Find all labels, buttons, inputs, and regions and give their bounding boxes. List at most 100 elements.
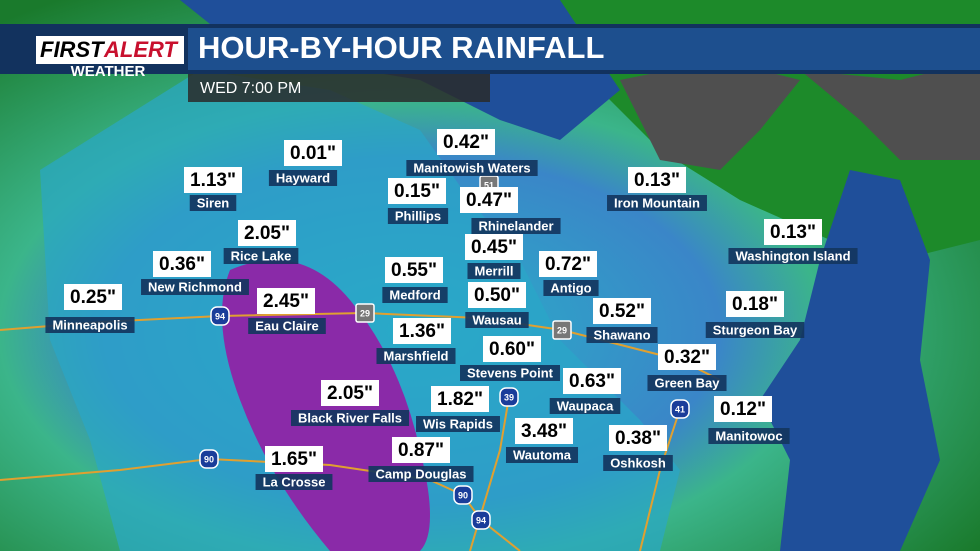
shield-number: 90 [204,454,214,464]
rain-amount: 0.72" [545,254,591,275]
city-name-box [705,322,805,338]
city-name: Manitowoc [715,428,782,443]
city-name-box [543,280,599,296]
city-name: Siren [197,195,230,210]
city-name-box [368,466,474,482]
amount-box [563,368,621,394]
city-name-box [586,327,658,343]
rain-amount: 0.52" [599,301,645,322]
city-name: New Richmond [148,279,242,294]
city-name-box [376,348,456,364]
city-name-box [647,375,727,391]
rain-amount: 0.12" [720,399,766,420]
city-name-box [268,170,338,186]
city-name: Camp Douglas [375,466,466,481]
amount-box [609,425,667,451]
title: HOUR-BY-HOUR RAINFALL [198,30,604,65]
city-name-box [189,195,237,211]
city-name-box [387,208,449,224]
amount-box [714,396,772,422]
title-bar [188,28,980,70]
logo-weather: WEATHER [71,63,146,80]
amount-box [64,284,122,310]
rain-amount: 0.50" [474,285,520,306]
amount-box [385,257,443,283]
city-name: Black River Falls [298,410,402,425]
amount-box [265,446,323,472]
rain-amount: 3.48" [521,421,567,442]
amount-box [321,380,379,406]
city-name: Green Bay [654,375,720,390]
shield-number: 41 [675,404,685,414]
rain-amount: 0.32" [664,347,710,368]
highway-shield [199,449,219,469]
rain-amount: 0.60" [489,339,535,360]
amount-box [468,282,526,308]
highway-shield [453,485,473,505]
rain-amount: 2.05" [244,223,290,244]
highway-shield [355,303,375,323]
city-name: Washington Island [735,248,850,263]
amount-box [539,251,597,277]
amount-box [726,291,784,317]
city-name-box [603,455,673,471]
highway-shield [670,399,690,419]
city-name: Marshfield [383,348,448,363]
city-name: Wis Rapids [423,416,493,431]
highway-shield [499,387,519,407]
city-name-box [728,248,858,264]
highway-shield [552,320,572,340]
rain-amount: 0.25" [70,287,116,308]
amount-box [393,318,451,344]
logo-first: FIRST [40,37,105,62]
land-gray [800,60,980,160]
city-name: Waupaca [557,398,614,413]
rain-amount: 0.01" [290,143,336,164]
logo-alert: ALERT [103,37,178,62]
rain-amount: 2.45" [263,291,309,312]
rain-amount: 0.18" [732,294,778,315]
amount-box [257,288,315,314]
city-name: Minneapolis [52,317,127,332]
rain-amount: 0.42" [443,132,489,153]
rain-amount: 0.13" [634,170,680,191]
city-name-box [406,160,538,176]
city-name: Rice Lake [231,248,292,263]
city-name-box [45,317,135,333]
amount-box [431,386,489,412]
city-name: Oshkosh [610,455,666,470]
highway-shield [210,306,230,326]
city-name: Sturgeon Bay [713,322,798,337]
city-name-box [248,318,326,334]
city-name-box [255,474,333,490]
city-name: Wausau [472,312,521,327]
rain-amount: 1.65" [271,449,317,470]
city-name-box [460,365,560,381]
amount-box [392,437,450,463]
city-name: Antigo [550,280,591,295]
city-name-box [223,248,299,264]
rain-amount: 0.55" [391,260,437,281]
amount-box [284,140,342,166]
rain-amount: 0.87" [398,440,444,461]
rain-amount: 0.36" [159,254,205,275]
rain-amount: 1.13" [190,170,236,191]
city-name: Wautoma [513,447,572,462]
lake-michigan [760,170,940,551]
time-bar [188,74,490,102]
rain-amount: 0.15" [394,181,440,202]
city-name-box [141,279,249,295]
amount-box [764,219,822,245]
city-name: Shawano [593,327,650,342]
rain-amount: 2.05" [327,383,373,404]
city-name: Hayward [276,170,330,185]
city-name: Stevens Point [467,365,554,380]
shield-number: 51 [484,180,494,190]
city-name: Iron Mountain [614,195,700,210]
amount-box [593,298,651,324]
city-name: Rhinelander [478,218,553,233]
rain-amount: 0.47" [466,190,512,211]
city-name-box [549,398,621,414]
rain-amount: 0.63" [569,371,615,392]
